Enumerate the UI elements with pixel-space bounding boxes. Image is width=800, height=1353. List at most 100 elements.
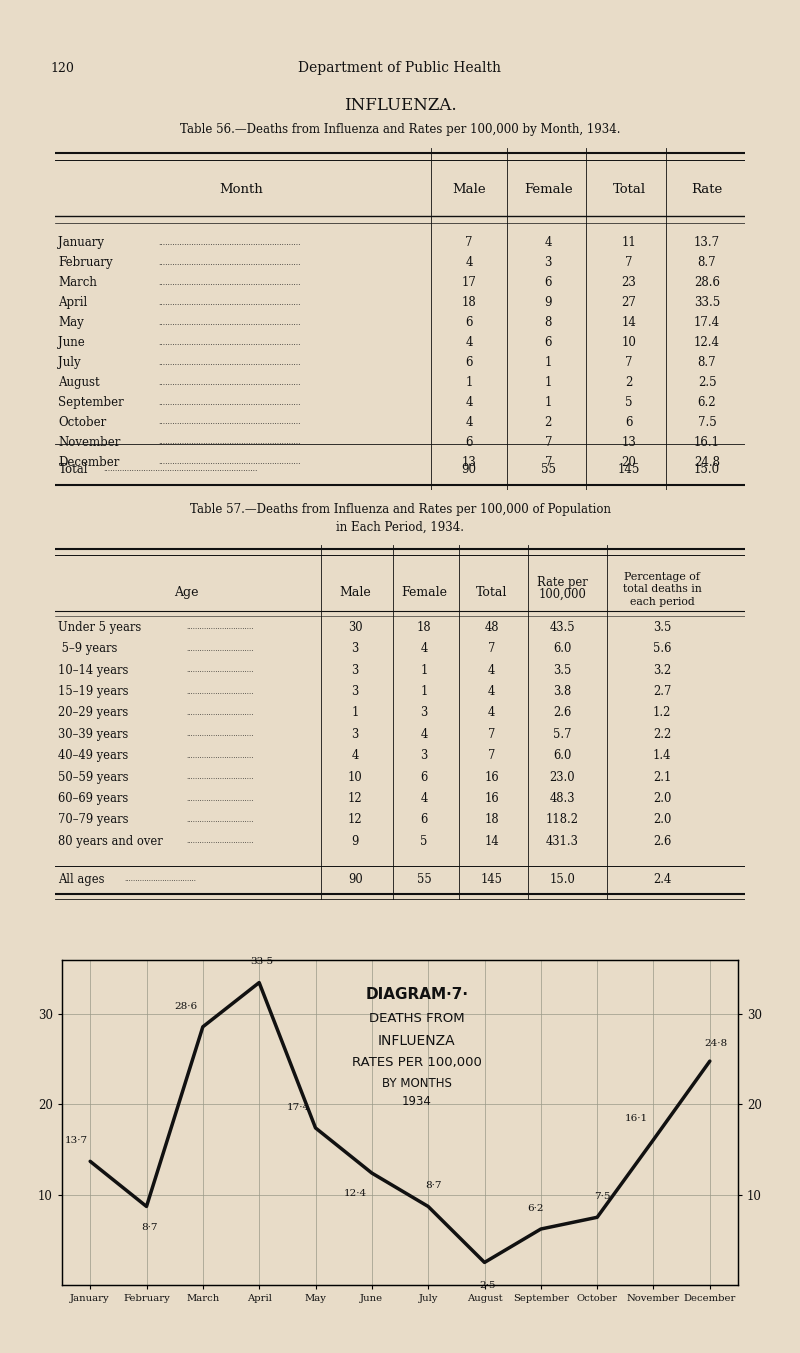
Text: total deaths in: total deaths in — [623, 584, 702, 594]
Text: 4: 4 — [421, 792, 428, 805]
Text: 2.2: 2.2 — [653, 728, 671, 741]
Text: in Each Period, 1934.: in Each Period, 1934. — [336, 521, 464, 533]
Text: ..............................: .............................. — [186, 624, 254, 632]
Text: ..............................: .............................. — [186, 687, 254, 695]
Text: 4: 4 — [421, 643, 428, 655]
Text: 10–14 years: 10–14 years — [58, 664, 129, 676]
Text: 4: 4 — [466, 415, 473, 429]
Text: DEATHS FROM: DEATHS FROM — [369, 1012, 465, 1026]
Text: 30: 30 — [348, 621, 362, 633]
Text: January: January — [58, 237, 105, 249]
Text: 55: 55 — [541, 463, 556, 476]
Text: 7·5: 7·5 — [594, 1192, 611, 1201]
Text: ............................................................: ........................................… — [158, 258, 301, 267]
Text: 4: 4 — [488, 664, 495, 676]
Text: 17.4: 17.4 — [694, 317, 720, 329]
Text: 13: 13 — [462, 456, 477, 469]
Text: ............................................................: ........................................… — [158, 399, 301, 406]
Text: Total: Total — [613, 183, 646, 196]
Text: ..............................: .............................. — [186, 794, 254, 802]
Text: 12.4: 12.4 — [694, 336, 720, 349]
Text: 7.5: 7.5 — [698, 415, 717, 429]
Text: 6.0: 6.0 — [553, 643, 571, 655]
Text: 7: 7 — [545, 456, 552, 469]
Text: 3: 3 — [421, 750, 428, 762]
Text: ............................................................: ........................................… — [158, 418, 301, 426]
Text: 48.3: 48.3 — [550, 792, 575, 805]
Text: RATES PER 100,000: RATES PER 100,000 — [352, 1055, 482, 1069]
Text: .................................................................: ........................................… — [103, 465, 258, 474]
Text: 3.5: 3.5 — [553, 664, 571, 676]
Text: 6: 6 — [466, 356, 473, 369]
Text: 3.8: 3.8 — [553, 685, 571, 698]
Text: 2.6: 2.6 — [553, 706, 571, 720]
Text: 6: 6 — [466, 436, 473, 449]
Text: ............................................................: ........................................… — [158, 239, 301, 246]
Text: 4: 4 — [466, 396, 473, 409]
Text: 5: 5 — [626, 396, 633, 409]
Text: 5.6: 5.6 — [653, 643, 671, 655]
Text: 60–69 years: 60–69 years — [58, 792, 129, 805]
Text: ............................................................: ........................................… — [158, 379, 301, 387]
Text: 28.6: 28.6 — [694, 276, 720, 290]
Text: 1: 1 — [545, 396, 552, 409]
Text: ..............................: .............................. — [186, 816, 254, 824]
Text: 120: 120 — [50, 61, 74, 74]
Text: 16: 16 — [485, 771, 499, 783]
Text: 6.0: 6.0 — [553, 750, 571, 762]
Text: November: November — [58, 436, 121, 449]
Text: 2.4: 2.4 — [653, 873, 671, 886]
Text: 13.7: 13.7 — [694, 237, 720, 249]
Text: April: April — [58, 296, 88, 310]
Text: 28·6: 28·6 — [174, 1001, 198, 1011]
Text: ............................................................: ........................................… — [158, 299, 301, 307]
Text: ............................................................: ........................................… — [158, 459, 301, 467]
Text: Male: Male — [452, 183, 486, 196]
Text: 18: 18 — [417, 621, 431, 633]
Text: 118.2: 118.2 — [546, 813, 578, 827]
Text: 1: 1 — [545, 376, 552, 390]
Text: 2: 2 — [545, 415, 552, 429]
Text: 1: 1 — [421, 664, 428, 676]
Text: 2.6: 2.6 — [653, 835, 671, 848]
Text: 18: 18 — [462, 296, 476, 310]
Text: 7: 7 — [488, 728, 495, 741]
Text: 70–79 years: 70–79 years — [58, 813, 129, 827]
Text: ................................: ................................ — [124, 875, 196, 884]
Text: June: June — [58, 336, 86, 349]
Text: BY MONTHS: BY MONTHS — [382, 1077, 452, 1091]
Text: ..............................: .............................. — [186, 645, 254, 652]
Text: 40–49 years: 40–49 years — [58, 750, 129, 762]
Text: 7: 7 — [626, 356, 633, 369]
Text: Department of Public Health: Department of Public Health — [298, 61, 502, 74]
Text: Percentage of: Percentage of — [624, 572, 700, 582]
Text: 145: 145 — [481, 873, 502, 886]
Text: 27: 27 — [622, 296, 637, 310]
Text: Under 5 years: Under 5 years — [58, 621, 142, 633]
Text: 2.5: 2.5 — [698, 376, 716, 390]
Text: 1.4: 1.4 — [653, 750, 671, 762]
Text: Table 56.—Deaths from Influenza and Rates per 100,000 by Month, 1934.: Table 56.—Deaths from Influenza and Rate… — [180, 123, 620, 137]
Text: 23.0: 23.0 — [550, 771, 575, 783]
Text: 90: 90 — [462, 463, 477, 476]
Text: 3: 3 — [351, 643, 358, 655]
Text: 7: 7 — [545, 436, 552, 449]
Text: 14: 14 — [622, 317, 637, 329]
Text: October: October — [58, 415, 106, 429]
Text: 100,000: 100,000 — [538, 589, 586, 601]
Text: 18: 18 — [485, 813, 499, 827]
Text: 4: 4 — [488, 706, 495, 720]
Text: ..............................: .............................. — [186, 838, 254, 846]
Text: 1: 1 — [351, 706, 359, 720]
Text: 2.1: 2.1 — [653, 771, 671, 783]
Text: 4: 4 — [545, 237, 552, 249]
Text: September: September — [58, 396, 124, 409]
Text: 6.2: 6.2 — [698, 396, 716, 409]
Text: INFLUENZA: INFLUENZA — [378, 1034, 456, 1049]
Text: Total: Total — [58, 463, 88, 476]
Text: 43.5: 43.5 — [550, 621, 575, 633]
Text: Rate per: Rate per — [537, 576, 587, 589]
Text: August: August — [58, 376, 100, 390]
Text: May: May — [58, 317, 84, 329]
Text: ............................................................: ........................................… — [158, 338, 301, 346]
